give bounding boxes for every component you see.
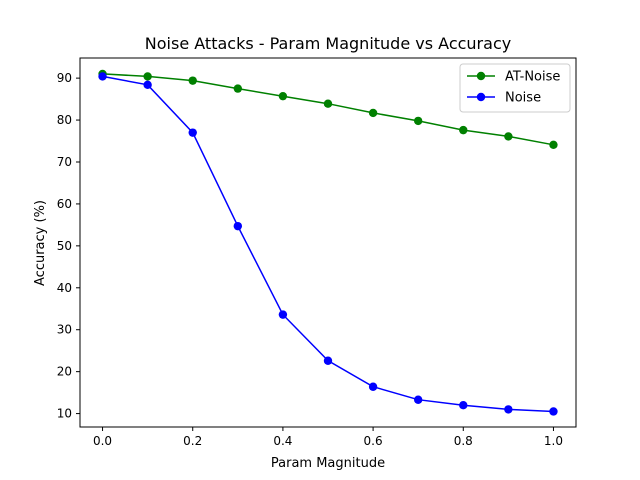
data-point-at-noise [459, 125, 468, 135]
y-tick-label: 80 [57, 113, 72, 127]
data-point-noise [504, 405, 513, 414]
data-point-noise [98, 72, 107, 81]
y-tick-label: 60 [57, 197, 72, 211]
data-point-at-noise [278, 91, 288, 101]
y-axis-label: Accuracy (%) [33, 200, 48, 286]
data-point-at-noise [413, 116, 423, 126]
x-tick-label: 1.0 [544, 434, 563, 448]
x-tick-label: 0.2 [183, 434, 202, 448]
y-tick-label: 10 [57, 407, 72, 421]
data-point-noise [143, 80, 152, 90]
y-tick-label: 40 [57, 281, 72, 295]
x-tick-label: 0.6 [364, 434, 383, 448]
data-point-noise [368, 382, 378, 391]
plot-frame [79, 57, 577, 428]
data-point-at-noise [549, 140, 558, 149]
data-point-at-noise [368, 108, 378, 118]
data-point-noise [413, 395, 423, 404]
legend-marker-noise [476, 92, 486, 102]
y-tick-label: 70 [57, 155, 72, 169]
y-tick-label: 50 [57, 239, 72, 253]
data-point-noise [278, 310, 288, 319]
series-layer [98, 69, 558, 416]
chart-title: Noise Attacks - Param Magnitude vs Accur… [145, 34, 511, 53]
data-point-noise [323, 356, 333, 365]
y-tick-label: 90 [57, 71, 72, 85]
y-tick-label: 20 [57, 365, 72, 379]
legend-label-at-noise: AT-Noise [505, 70, 560, 85]
data-point-noise [188, 128, 197, 137]
x-axis: 0.0 0.2 0.4 0.6 0.8 1.0 [93, 427, 563, 448]
data-point-at-noise [143, 72, 152, 81]
data-point-at-noise [323, 99, 333, 108]
y-tick-label: 30 [57, 323, 72, 337]
data-point-at-noise [188, 76, 197, 85]
x-tick-label: 0.8 [454, 434, 473, 448]
legend: AT-Noise Noise [459, 63, 571, 113]
data-point-at-noise [504, 132, 513, 141]
legend-marker-at-noise [476, 71, 486, 81]
data-point-noise [233, 221, 243, 231]
x-tick-label: 0.4 [273, 434, 292, 448]
y-axis: 10 20 30 40 50 60 70 80 90 [57, 71, 80, 421]
x-tick-label: 0.0 [93, 434, 112, 448]
x-axis-label: Param Magnitude [271, 456, 385, 471]
data-point-noise [459, 400, 468, 410]
legend-label-noise: Noise [505, 91, 541, 106]
data-point-at-noise [233, 84, 243, 93]
plot-area [79, 57, 577, 428]
data-point-noise [549, 407, 558, 416]
